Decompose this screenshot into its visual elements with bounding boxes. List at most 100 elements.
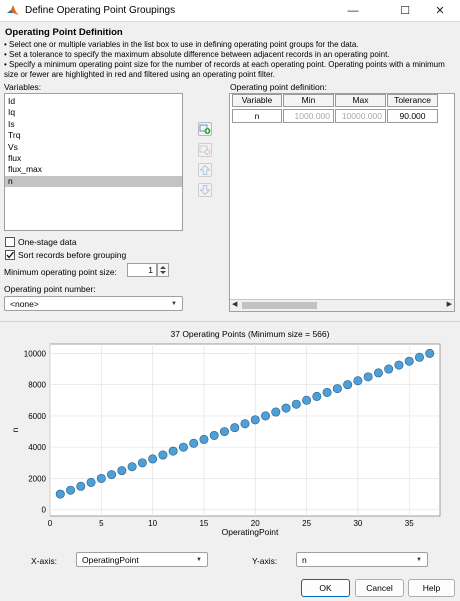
cancel-button[interactable]: Cancel bbox=[355, 579, 404, 597]
cell-variable[interactable]: n bbox=[232, 109, 282, 123]
variables-label: Variables: bbox=[4, 82, 42, 92]
x-tick-label: 10 bbox=[148, 519, 157, 528]
window-title: Define Operating Point Groupings bbox=[25, 5, 176, 16]
data-point bbox=[158, 450, 168, 460]
chevron-down-icon: ▼ bbox=[416, 557, 422, 563]
maximize-icon[interactable]: ☐ bbox=[400, 5, 410, 17]
chart-title: 37 Operating Points (Minimum size = 566) bbox=[171, 329, 330, 339]
data-point bbox=[107, 470, 117, 480]
cell-min[interactable]: 1000.000 bbox=[283, 109, 334, 123]
op-number-value: <none> bbox=[10, 299, 39, 309]
data-point bbox=[96, 473, 106, 483]
checkmark-icon bbox=[6, 251, 15, 259]
data-point bbox=[404, 356, 414, 366]
col-header-min[interactable]: Min bbox=[283, 94, 334, 107]
chevron-down-icon: ▼ bbox=[196, 557, 202, 563]
y-axis-label: n bbox=[10, 427, 20, 432]
chevron-down-icon: ▼ bbox=[171, 301, 177, 307]
variable-item-id[interactable]: Id bbox=[8, 96, 16, 106]
scroll-thumb[interactable] bbox=[242, 302, 317, 309]
cell-max[interactable]: 10000.000 bbox=[335, 109, 386, 123]
data-point bbox=[281, 403, 291, 413]
op-definition-table[interactable]: Variable Min Max Tolerance n 1000.000 10… bbox=[229, 93, 455, 312]
data-point bbox=[178, 442, 188, 452]
variable-item-flux-max[interactable]: flux_max bbox=[8, 164, 43, 175]
data-point bbox=[332, 384, 342, 394]
arrow-up-icon[interactable] bbox=[198, 163, 212, 177]
scroll-right-icon[interactable]: ▶ bbox=[446, 301, 452, 308]
x-axis-dropdown[interactable]: OperatingPoint ▼ bbox=[76, 552, 208, 567]
cell-tolerance[interactable]: 90.000 bbox=[387, 109, 438, 123]
y-tick-label: 2000 bbox=[28, 474, 46, 483]
y-axis-dropdown[interactable]: n ▼ bbox=[296, 552, 428, 567]
y-tick-label: 8000 bbox=[28, 381, 46, 390]
op-definition-label: Operating point definition: bbox=[230, 82, 327, 92]
variable-item-iq[interactable]: Iq bbox=[8, 107, 16, 118]
y-tick-label: 6000 bbox=[28, 412, 46, 421]
data-point bbox=[76, 481, 86, 491]
col-header-tolerance[interactable]: Tolerance bbox=[387, 94, 438, 107]
data-point bbox=[271, 407, 281, 417]
help-button[interactable]: Help bbox=[408, 579, 455, 597]
data-point bbox=[240, 419, 250, 429]
variable-item-flux[interactable]: flux bbox=[8, 152, 22, 163]
data-point bbox=[394, 360, 404, 370]
y-tick-label: 10000 bbox=[24, 349, 47, 358]
col-header-variable[interactable]: Variable bbox=[232, 94, 282, 107]
data-point bbox=[414, 352, 424, 362]
y-tick-label: 0 bbox=[42, 506, 47, 515]
add-icon[interactable] bbox=[198, 122, 212, 136]
data-point bbox=[148, 454, 158, 464]
ok-button[interactable]: OK bbox=[301, 579, 350, 597]
op-number-dropdown[interactable]: <none> ▼ bbox=[4, 296, 183, 311]
section-title: Operating Point Definition bbox=[5, 27, 123, 38]
instruction-line-3: • Specify a minimum operating point size… bbox=[4, 60, 445, 69]
sort-records-checkbox[interactable] bbox=[5, 250, 15, 260]
data-point bbox=[117, 466, 127, 476]
close-icon[interactable]: ✕ bbox=[435, 5, 445, 17]
op-number-label: Operating point number: bbox=[4, 284, 96, 294]
x-tick-label: 5 bbox=[99, 519, 104, 528]
data-point bbox=[302, 395, 312, 405]
data-point bbox=[137, 458, 147, 468]
x-tick-label: 0 bbox=[48, 519, 53, 528]
sort-records-label: Sort records before grouping bbox=[18, 250, 127, 260]
data-point bbox=[291, 399, 301, 409]
gridlines bbox=[49, 344, 440, 516]
min-size-stepper[interactable] bbox=[157, 263, 169, 277]
variable-item-n[interactable]: n bbox=[5, 175, 182, 188]
data-point bbox=[209, 430, 219, 440]
min-size-input[interactable]: 1 bbox=[127, 263, 157, 277]
instruction-line-2: • Set a tolerance to specify the maximum… bbox=[4, 50, 390, 59]
x-tick-label: 30 bbox=[353, 519, 362, 528]
remove-icon[interactable] bbox=[198, 143, 212, 157]
data-point bbox=[353, 376, 363, 386]
scroll-left-icon[interactable]: ◀ bbox=[232, 301, 238, 308]
col-header-max[interactable]: Max bbox=[335, 94, 386, 107]
data-point bbox=[66, 485, 76, 495]
y-tick-label: 4000 bbox=[28, 443, 46, 452]
data-point bbox=[261, 411, 271, 421]
x-tick-label: 15 bbox=[199, 519, 208, 528]
data-point bbox=[322, 387, 332, 397]
x-axis-value: OperatingPoint bbox=[82, 555, 139, 565]
minimize-icon[interactable]: — bbox=[347, 5, 359, 17]
instruction-line-1: • Select one or multiple variables in th… bbox=[4, 40, 359, 49]
variable-item-trq[interactable]: Trq bbox=[8, 130, 21, 141]
arrow-down-icon[interactable] bbox=[198, 183, 212, 197]
variable-item-is[interactable]: Is bbox=[8, 118, 15, 129]
data-point bbox=[363, 372, 373, 382]
data-point bbox=[219, 427, 229, 437]
one-stage-checkbox[interactable] bbox=[5, 237, 15, 247]
variables-listbox[interactable]: Id Iq Is Trq Vs flux flux_max n bbox=[4, 93, 183, 231]
y-axis-select-label: Y-axis: bbox=[252, 556, 278, 566]
title-bar: Define Operating Point Groupings — ☐ ✕ bbox=[0, 0, 460, 22]
matlab-logo-icon bbox=[7, 5, 19, 15]
data-point bbox=[250, 415, 260, 425]
horizontal-scrollbar[interactable]: ◀ ▶ bbox=[230, 299, 454, 311]
data-point bbox=[373, 368, 383, 378]
variable-item-vs[interactable]: Vs bbox=[8, 141, 18, 152]
data-points bbox=[55, 348, 435, 499]
operating-points-chart: 37 Operating Points (Minimum size = 566)… bbox=[10, 329, 441, 537]
data-point bbox=[312, 391, 322, 401]
